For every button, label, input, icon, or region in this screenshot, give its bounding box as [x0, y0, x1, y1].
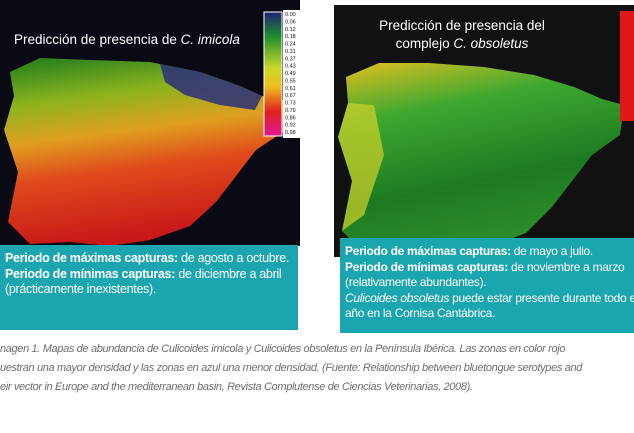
- text: de diciembre a abril: [178, 266, 282, 281]
- bold-label: Periodo de máximas capturas:: [5, 251, 178, 265]
- legend-labels-bg: [283, 10, 300, 138]
- legend-label: 0.00: [285, 12, 296, 18]
- italic-text: Culicoides obsoletus: [345, 290, 450, 305]
- bold-label: Periodo de mínimas capturas:: [5, 266, 176, 281]
- map-title: Predicción de presencia de C. imicola: [14, 32, 240, 47]
- info-box: Periodo de máximas capturas: de agosto a…: [0, 245, 298, 330]
- caption-line: uestran una mayor densidad y las zonas e…: [0, 362, 583, 374]
- legend-bar: [263, 11, 283, 137]
- legend-label: 0.55: [285, 78, 296, 84]
- legend-label: 0.73: [285, 101, 296, 107]
- legend-label: 0.37: [285, 56, 296, 62]
- legend-label: 0.12: [285, 27, 296, 33]
- map-title: Predicción de presencia del: [379, 18, 545, 33]
- legend-label: 0.67: [285, 93, 296, 99]
- text: de noviembre a marzo: [511, 259, 625, 274]
- text: de agosto a octubre.: [181, 251, 290, 265]
- text: año en la Cornisa Cantábrica.: [345, 306, 496, 320]
- caption-line: nagen 1. Mapas de abundancia de Culicoid…: [0, 343, 566, 355]
- legend-label: 0.43: [285, 64, 296, 70]
- legend-label: 0.31: [285, 49, 296, 55]
- caption: nagen 1. Mapas de abundancia de Culicoid…: [0, 340, 634, 397]
- text: de mayo a julio.: [513, 244, 594, 258]
- bold-label: Periodo de máximas capturas:: [345, 244, 511, 258]
- legend-label: 0.61: [285, 86, 296, 92]
- legend-label: 0.49: [285, 71, 296, 77]
- right-map: Predicción de presencia del complejo C. …: [334, 5, 634, 257]
- legend-label: 0.79: [285, 108, 296, 114]
- bold-label: Periodo de mínimas capturas:: [345, 259, 508, 274]
- legend-label: 0.92: [285, 123, 296, 129]
- legend-label: 0.06: [285, 19, 296, 25]
- info-box: Periodo de máximas capturas: de mayo a j…: [340, 238, 634, 333]
- legend-label: 0.98: [285, 130, 296, 136]
- legend-bar: [620, 11, 634, 121]
- legend-label: 0.86: [285, 115, 296, 121]
- text: (prácticamente inexistentes).: [5, 282, 157, 296]
- legend-label: 0.24: [285, 42, 296, 48]
- text: (relativamente abundantes).: [345, 275, 487, 289]
- caption-line: eir vector in Europe and the mediterrane…: [0, 381, 473, 393]
- left-map: Predicción de presencia de C. imicola 0.…: [0, 0, 300, 246]
- text: puede estar presente durante todo el: [452, 290, 634, 305]
- map-title: complejo C. obsoletus: [396, 36, 529, 51]
- legend-label: 0.18: [285, 34, 296, 40]
